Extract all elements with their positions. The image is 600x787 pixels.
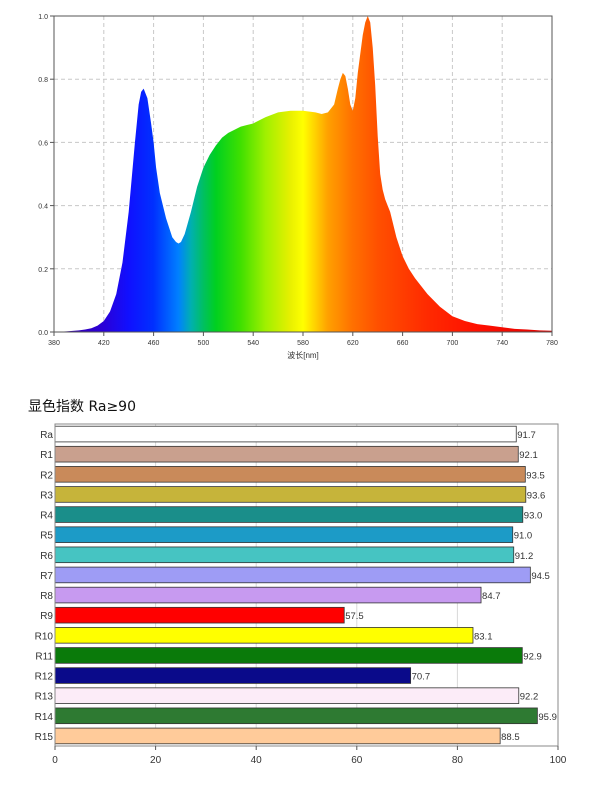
cri-category-label: R12 [35,672,54,683]
cri-category-label: R1 [40,450,53,461]
spectrum-y-tick-label: 0.2 [38,267,48,274]
cri-bar-r14 [54,707,538,725]
cri-x-tick-label: 20 [150,755,162,766]
spectrum-chart: 380 420 460 500 540 580 620 660 700 740 780 0.0 0.2 0… [38,14,558,360]
cri-value-label: 93.5 [526,470,545,481]
cri-bar-r4 [54,506,524,523]
cri-category-label: R14 [35,712,54,723]
cri-value-label: 93.6 [527,490,546,501]
cri-x-tick-label: 0 [52,755,58,766]
spectrum-area [54,16,552,332]
cri-category-label: R4 [40,511,53,522]
cri-bar-r10 [54,627,474,644]
cri-value-label: 92.9 [523,651,542,662]
spectrum-y-tick-label: 0.4 [38,204,48,211]
spectrum-x-tick-label: 660 [397,340,409,347]
spectrum-x-tick-label: 420 [98,340,110,347]
cri-category-label: R7 [40,571,53,582]
cri-bar-r8 [54,586,482,604]
cri-x-tick-label: 80 [452,755,464,766]
spectrum-x-axis-label: 波长[nm] [287,350,319,360]
cri-category-label: R13 [35,692,54,703]
cri-value-label: 57.5 [345,611,364,622]
cri-category-label: R11 [35,651,53,662]
cri-category-label: R9 [40,611,53,622]
cri-bar-r7 [54,566,531,584]
cri-category-label: R8 [40,591,53,602]
spectrum-x-tick-label: 700 [447,340,459,347]
cri-value-label: 93.0 [524,511,543,522]
cri-value-label: 92.2 [520,692,539,703]
spectrum-y-tick-label: 0.8 [38,77,48,84]
cri-value-label: 91.2 [515,551,534,562]
cri-bar-r11 [54,647,523,664]
cri-bar-r1 [54,445,519,463]
cri-value-label: 83.1 [474,631,493,642]
cri-bar-r12 [54,667,412,684]
spectrum-x-tick-label: 580 [297,340,309,347]
cri-bar-r9 [54,606,345,624]
cri-value-label: 94.5 [531,571,550,582]
spectrum-x-tick-label: 540 [247,340,259,347]
cri-frame [54,423,559,747]
spectrum-y-tick-label: 0.6 [38,140,48,147]
cri-value-label: 84.7 [482,591,501,602]
spectrum-y-tick-label: 1.0 [38,14,48,21]
cri-value-label: 70.7 [412,672,431,683]
spectrum-x-tick-label: 380 [48,340,60,347]
spectrum-x-tick-label: 780 [546,340,558,347]
cri-category-label: R15 [35,732,54,743]
spectrum-x-tick-label: 620 [347,340,359,347]
cri-bar-r5 [54,526,514,543]
cri-value-label: 91.7 [517,430,536,441]
cri-x-tick-label: 40 [251,755,263,766]
cri-x-tick-label: 60 [351,755,363,766]
cri-chart: Ra 91.7 R1 92.1 R2 93.5 R3 93.6 R4 93.0 R5 91.0 R6 91… [35,423,567,766]
cri-bar-r2 [54,466,526,483]
cri-chart-title: 显色指数 Ra≥90 [28,399,136,415]
cri-x-tick-label: 100 [550,755,567,766]
cri-category-label: R2 [40,470,53,481]
cri-bar-r13 [54,687,520,704]
cri-category-label: R5 [40,531,53,542]
cri-category-label: R3 [40,490,53,501]
cri-category-label: Ra [40,430,53,441]
cri-value-label: 88.5 [501,732,520,743]
spectrum-x-tick-label: 740 [496,340,508,347]
cri-category-label: R10 [35,631,54,642]
cri-bar-ra [54,425,517,443]
spectrum-x-tick-label: 500 [198,340,210,347]
spectrum-x-tick-label: 460 [148,340,160,347]
cri-bar-r15 [54,727,501,745]
cri-category-label: R6 [40,551,53,562]
cri-bar-r6 [54,546,515,564]
cri-value-label: 91.0 [514,531,533,542]
cri-value-label: 95.9 [538,712,557,723]
spectrum-y-tick-label: 0.0 [38,330,48,337]
cri-bar-r3 [54,486,527,503]
cri-value-label: 92.1 [519,450,538,461]
